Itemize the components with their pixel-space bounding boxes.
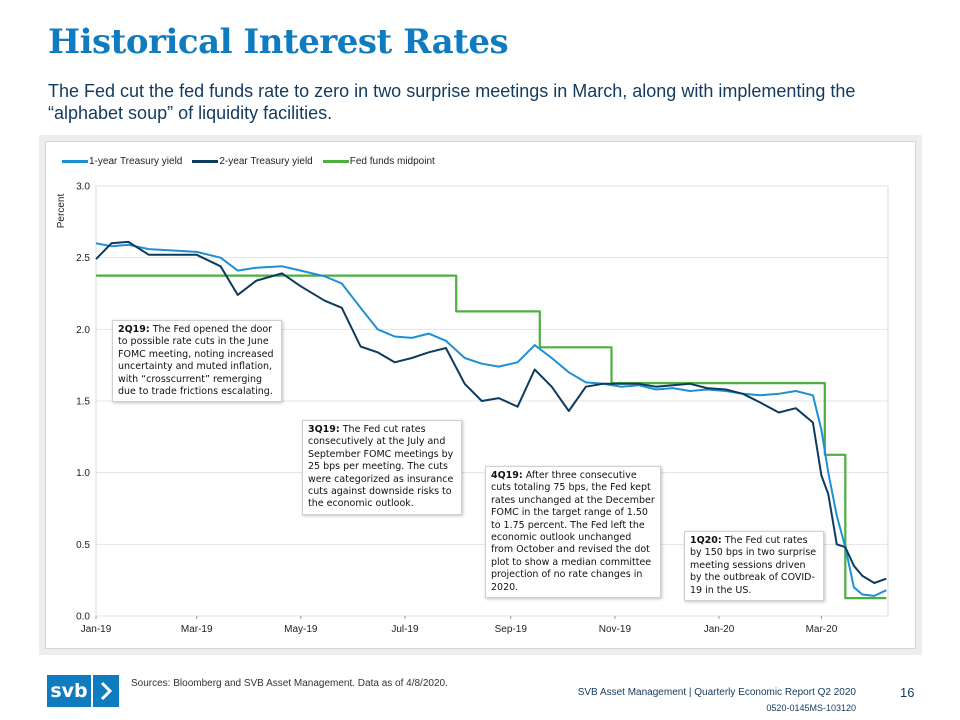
y-tick-label: 0.5	[76, 540, 90, 551]
y-tick-label: 2.5	[76, 253, 90, 264]
legend-item-one-year: 1-year Treasury yield	[62, 156, 182, 167]
line-fed-funds-midpoint	[96, 274, 887, 600]
annotation-2q19: 2Q19: The Fed opened the door to possibl…	[112, 320, 282, 403]
svb-logo-text: svb	[47, 675, 91, 707]
legend-label-fed-funds: Fed funds midpoint	[349, 156, 435, 167]
page-title: Historical Interest Rates	[48, 22, 509, 62]
annotation-2q19-text: The Fed opened the door to possible rate…	[118, 324, 274, 398]
annotation-3q19-text: The Fed cut rates consecutively at the J…	[308, 424, 454, 510]
legend-swatch-fed-funds	[322, 160, 349, 163]
y-tick-label: 0.0	[76, 612, 90, 623]
legend-swatch-one-year	[62, 160, 88, 163]
chart-legend: 1-year Treasury yield 2-year Treasury yi…	[62, 156, 435, 167]
x-tick-label: Jul-19	[391, 624, 419, 635]
x-tick-label: Mar-20	[806, 624, 838, 635]
y-tick-label: 1.0	[76, 468, 90, 479]
annotation-4q19-label: 4Q19:	[491, 470, 523, 481]
sources-note: Sources: Bloomberg and SVB Asset Managem…	[131, 678, 448, 689]
annotation-4q19-text: After three consecutive cuts totaling 75…	[491, 470, 655, 593]
svb-logo: svb	[47, 675, 119, 707]
annotation-1q20: 1Q20: The Fed cut rates by 150 bps in tw…	[684, 531, 824, 602]
page-number: 16	[900, 685, 915, 700]
annotation-1q20-text: The Fed cut rates by 150 bps in two surp…	[690, 535, 817, 596]
report-name: SVB Asset Management | Quarterly Economi…	[577, 687, 856, 698]
x-tick-label: Nov-19	[599, 624, 632, 635]
legend-item-fed-funds: Fed funds midpoint	[322, 156, 435, 167]
y-axis-label: Percent	[56, 194, 67, 229]
line-one-year-yield	[95, 242, 887, 597]
line-two-year-yield	[95, 240, 887, 584]
page-subtitle: The Fed cut the fed funds rate to zero i…	[48, 81, 856, 123]
annotation-1q20-label: 1Q20:	[690, 535, 722, 546]
x-tick-label: Mar-19	[181, 624, 213, 635]
y-tick-label: 2.0	[76, 325, 90, 336]
legend-label-one-year: 1-year Treasury yield	[89, 156, 183, 167]
y-tick-label: 1.5	[76, 397, 90, 408]
legend-swatch-two-year	[192, 160, 219, 163]
annotation-2q19-label: 2Q19:	[118, 324, 150, 335]
chevron-right-icon	[93, 675, 119, 707]
legend-item-two-year: 2-year Treasury yield	[192, 156, 313, 167]
x-tick-label: Jan-20	[704, 624, 735, 635]
y-tick-label: 3.0	[76, 182, 90, 193]
x-tick-label: Jan-19	[81, 624, 112, 635]
x-tick-label: Sep-19	[495, 624, 528, 635]
annotation-4q19: 4Q19: After three consecutive cuts total…	[485, 466, 661, 599]
x-tick-label: May-19	[284, 624, 318, 635]
document-code: 0520-0145MS-103120	[766, 703, 856, 713]
annotation-3q19-label: 3Q19:	[308, 424, 340, 435]
legend-label-two-year: 2-year Treasury yield	[219, 156, 313, 167]
annotation-3q19: 3Q19: The Fed cut rates consecutively at…	[302, 420, 462, 515]
